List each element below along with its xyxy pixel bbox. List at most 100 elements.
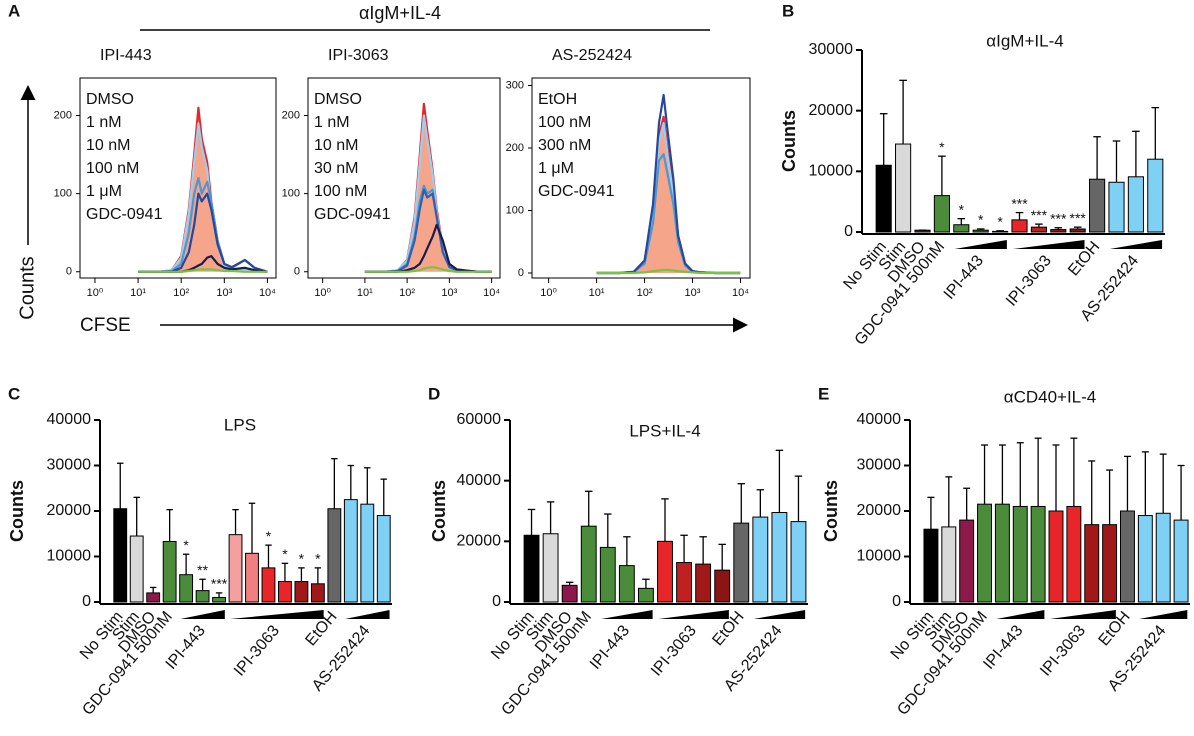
significance: * (299, 551, 305, 567)
legend-entry: GDC-0941 (86, 206, 163, 223)
y-tick-label: 100 (506, 204, 524, 216)
y-tick-label: 0 (844, 223, 853, 240)
bar (523, 534, 540, 603)
x-tick-label: IPI-443 (163, 622, 209, 673)
y-tick-label: 20000 (809, 102, 854, 119)
legend-entry: 10 nM (86, 137, 130, 154)
legend-entry: 1 nM (314, 114, 350, 131)
legend-entry: 10 nM (314, 137, 358, 154)
x-tick-label: IPI-3063 (1003, 252, 1055, 309)
x-tick-label: 10⁴ (259, 287, 276, 299)
dose-ramp (1049, 610, 1116, 619)
y-tick-label: 200 (54, 109, 72, 121)
bar (1108, 181, 1125, 233)
significance: * (997, 213, 1003, 229)
subtitle: AS-252424 (552, 47, 632, 64)
significance: * (266, 528, 272, 544)
bar (261, 567, 276, 603)
x-tick-label: 10² (173, 287, 189, 299)
y-tick-label: 40000 (857, 411, 902, 428)
legend-entry: DMSO (86, 91, 134, 108)
bar (695, 563, 712, 603)
panel-letter: E (818, 384, 829, 403)
legend-entry: 1 nM (86, 114, 122, 131)
bar (714, 569, 731, 603)
x-tick-label: 10² (399, 287, 415, 299)
dose-ramp (658, 610, 729, 619)
x-tick-label: 10⁰ (540, 287, 557, 299)
dose-ramp (345, 610, 390, 619)
bar (561, 584, 578, 603)
x-tick-label: IPI-443 (587, 622, 633, 673)
x-tick-label: IPI-443 (941, 252, 987, 303)
panel-letter: C (8, 384, 20, 403)
dose-ramp (753, 610, 806, 619)
x-tick-label: 10¹ (130, 287, 146, 299)
legend-entry: 100 nM (86, 160, 139, 177)
dose-ramp (1012, 240, 1085, 249)
bar (542, 533, 559, 603)
x-tick-label: 10⁴ (732, 287, 749, 299)
bar (933, 195, 950, 233)
dose-ramp (954, 240, 1007, 249)
y-tick-label: 200 (506, 142, 524, 154)
bar (360, 503, 375, 603)
bar (1012, 505, 1028, 603)
significance: *** (211, 576, 228, 592)
y-axis-label: Counts (429, 480, 449, 542)
legend-entry: 100 nM (538, 114, 591, 131)
x-tick-label: 10⁰ (87, 287, 104, 299)
bar (994, 503, 1010, 603)
legend-entry: GDC-0941 (314, 206, 391, 223)
legend-entry: GDC-0941 (538, 183, 615, 200)
x-tick-label: IPI-3063 (1037, 622, 1089, 679)
x-tick-label: 10¹ (357, 287, 373, 299)
y-tick-label: 0 (82, 593, 91, 610)
subtitle: IPI-3063 (328, 47, 389, 64)
chart-title: αIgM+IL-4 (986, 31, 1063, 50)
y-axis-label: Counts (821, 480, 841, 542)
significance: *** (1011, 195, 1028, 211)
dose-ramp (996, 610, 1045, 619)
bar (327, 508, 342, 603)
bar (179, 574, 194, 603)
bar (1089, 178, 1106, 233)
bar (790, 521, 807, 603)
legend-entry: 1 μM (86, 183, 122, 200)
dose-ramp (229, 610, 324, 619)
x-tick-label: 10³ (441, 287, 457, 299)
y-tick-label: 20000 (857, 502, 902, 519)
bar (1030, 505, 1046, 603)
chart-title: LPS+IL-4 (629, 421, 700, 440)
bar (278, 581, 292, 603)
y-axis-label: Counts (779, 110, 799, 172)
bar (146, 592, 161, 603)
y-axis-label: Counts (7, 480, 27, 542)
x-tick-label: 10³ (685, 287, 701, 299)
bar (1137, 515, 1153, 603)
y-tick-label: 100 (282, 188, 300, 200)
significance: * (282, 546, 288, 562)
legend-entry: 100 nM (314, 183, 367, 200)
bar (245, 552, 259, 603)
bar (923, 528, 939, 603)
bar (959, 519, 975, 603)
legend-entry: EtOH (538, 91, 577, 108)
x-tick-label: 10⁰ (314, 287, 331, 299)
legend-entry: 30 nM (314, 160, 358, 177)
bar (228, 534, 243, 603)
significance: ** (197, 562, 208, 578)
dose-ramp (1139, 610, 1188, 619)
x-tick-label: IPI-3063 (231, 622, 283, 679)
bar (771, 512, 788, 603)
bar (1102, 524, 1118, 603)
bar (1066, 505, 1082, 603)
bar (212, 596, 226, 603)
y-tick-label: 40000 (47, 411, 92, 428)
panel-letter: A (8, 1, 20, 20)
bar (637, 587, 654, 603)
significance: *** (1070, 210, 1087, 226)
significance: * (183, 537, 189, 553)
